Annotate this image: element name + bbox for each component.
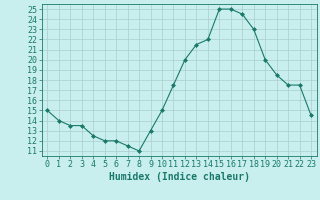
X-axis label: Humidex (Indice chaleur): Humidex (Indice chaleur) [109,172,250,182]
